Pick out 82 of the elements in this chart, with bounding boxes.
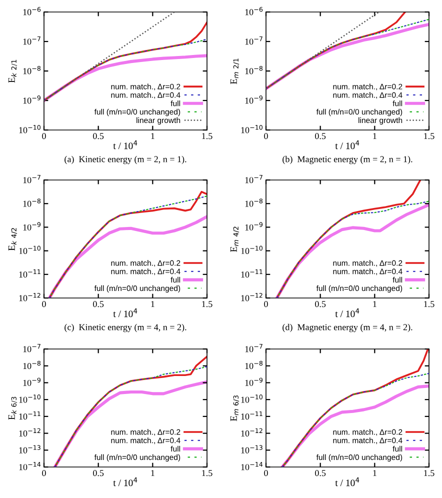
x-tick-label: 1.5 bbox=[202, 470, 212, 476]
y-axis-title: E$_{m 4/2}$ bbox=[230, 226, 240, 252]
y-tick-label: 10$^{−9}$ bbox=[245, 95, 263, 104]
y-tick-label: 10$^{−9}$ bbox=[23, 222, 41, 230]
x-tick-label: 0 bbox=[42, 470, 46, 476]
x-tick-label: 1 bbox=[151, 301, 154, 308]
y-tick-label: 10$^{−6}$ bbox=[23, 6, 41, 16]
x-tick-label: 1.5 bbox=[424, 133, 434, 140]
x-axis-title: t / 10$^{4}$ bbox=[335, 477, 360, 486]
x-axis-title: t / 10$^{4}$ bbox=[335, 308, 360, 318]
y-tick-label: 10$^{−7}$ bbox=[245, 344, 262, 352]
text: (c) Kinetic energy (m = 4, n = 2). bbox=[64, 324, 186, 332]
y-tick-label: 10$^{−8}$ bbox=[23, 360, 41, 370]
x-tick-label: 0 bbox=[264, 133, 268, 140]
x-axis-title: t / 10$^{4}$ bbox=[113, 477, 138, 486]
y-tick-label: 10$^{−9}$ bbox=[23, 95, 41, 104]
y-axis-title: E$_{m 6/3}$ bbox=[230, 396, 240, 422]
y-tick-label: 10$^{−8}$ bbox=[23, 66, 41, 74]
y-tick-label: 10$^{−8}$ bbox=[245, 198, 263, 207]
x-tick-label: 1 bbox=[373, 470, 376, 476]
y-tick-label: 10$^{−10}$ bbox=[241, 246, 263, 254]
y-tick-label: 10$^{−10}$ bbox=[19, 124, 41, 134]
y-tick-label: 10$^{−13}$ bbox=[241, 445, 262, 454]
x-tick-label: 1.5 bbox=[424, 470, 434, 476]
y-tick-label: 10$^{−8}$ bbox=[23, 198, 41, 207]
x-tick-label: 0.5 bbox=[315, 301, 326, 308]
y-tick-label: 10$^{−14}$ bbox=[19, 462, 41, 470]
x-tick-label: 1 bbox=[373, 133, 376, 140]
y-tick-label: 10$^{−8}$ bbox=[245, 360, 263, 370]
y-axis-title: E$_{k 4/2}$ bbox=[8, 228, 18, 251]
x-tick-label: 1 bbox=[373, 301, 376, 308]
y-tick-label: 10$^{−7}$ bbox=[23, 175, 40, 184]
x-tick-label: 0.5 bbox=[93, 470, 104, 476]
x-axis-title: t / 10$^{4}$ bbox=[113, 140, 138, 150]
x-tick-label: 0 bbox=[264, 301, 268, 308]
y-tick-label: 10$^{−9}$ bbox=[23, 378, 41, 386]
line-series bbox=[44, 38, 207, 102]
y-tick-label: 10$^{−11}$ bbox=[241, 411, 262, 420]
text: (b) Magnetic energy (m = 2, n = 1). bbox=[282, 156, 412, 164]
y-tick-label: 10$^{−12}$ bbox=[241, 292, 262, 302]
x-tick-label: 0.5 bbox=[93, 133, 104, 140]
y-tick-label: 10$^{−12}$ bbox=[241, 428, 262, 436]
line-series bbox=[266, 12, 406, 90]
y-tick-label: 10$^{−7}$ bbox=[245, 175, 262, 184]
text: (a) Kinetic energy (m = 2, n = 1). bbox=[64, 156, 186, 164]
y-tick-label: 10$^{−9}$ bbox=[245, 222, 263, 230]
y-tick-label: 10$^{−11}$ bbox=[19, 411, 40, 420]
x-tick-label: 0.5 bbox=[315, 470, 326, 476]
text: (d) Magnetic energy (m = 4, n = 2). bbox=[282, 324, 412, 332]
y-axis-title: E$_{m 2/1}$ bbox=[230, 58, 240, 84]
y-axis-title: E$_{k 2/1}$ bbox=[8, 60, 18, 83]
y-axis-title: E$_{k 6/3}$ bbox=[8, 396, 18, 420]
y-tick-label: 10$^{−13}$ bbox=[19, 445, 40, 454]
y-tick-label: 10$^{−14}$ bbox=[241, 462, 263, 470]
y-tick-label: 10$^{−10}$ bbox=[19, 246, 41, 254]
line-series bbox=[276, 180, 422, 298]
y-tick-label: 10$^{−6}$ bbox=[245, 6, 263, 16]
line-series bbox=[44, 21, 207, 102]
y-tick-label: 10$^{−8}$ bbox=[245, 66, 263, 74]
y-tick-label: 10$^{−10}$ bbox=[241, 124, 263, 134]
y-tick-label: 10$^{−11}$ bbox=[241, 269, 262, 278]
y-tick-label: 10$^{−10}$ bbox=[241, 394, 263, 403]
y-tick-label: 10$^{−12}$ bbox=[19, 428, 40, 436]
x-tick-label: 0.5 bbox=[315, 133, 326, 140]
x-tick-label: 1.5 bbox=[202, 301, 212, 308]
y-tick-label: 10$^{−7}$ bbox=[23, 344, 40, 352]
x-tick-label: 1 bbox=[151, 470, 154, 476]
x-tick-label: 1.5 bbox=[424, 301, 434, 308]
x-tick-label: 1.5 bbox=[202, 133, 212, 140]
y-tick-label: 10$^{−9}$ bbox=[245, 378, 263, 386]
x-axis-title: t / 10$^{4}$ bbox=[113, 308, 138, 318]
x-tick-label: 0 bbox=[42, 301, 46, 308]
x-axis-title: t / 10$^{4}$ bbox=[335, 140, 360, 150]
x-tick-label: 0.5 bbox=[93, 301, 104, 308]
y-tick-label: 10$^{−11}$ bbox=[19, 269, 40, 278]
x-tick-label: 0 bbox=[264, 470, 268, 476]
y-tick-label: 10$^{−7}$ bbox=[23, 36, 40, 45]
x-tick-label: 1 bbox=[151, 133, 154, 140]
y-tick-label: 10$^{−7}$ bbox=[245, 36, 262, 45]
y-tick-label: 10$^{−12}$ bbox=[19, 292, 40, 302]
y-tick-label: 10$^{−10}$ bbox=[19, 394, 41, 403]
x-tick-label: 0 bbox=[42, 133, 46, 140]
